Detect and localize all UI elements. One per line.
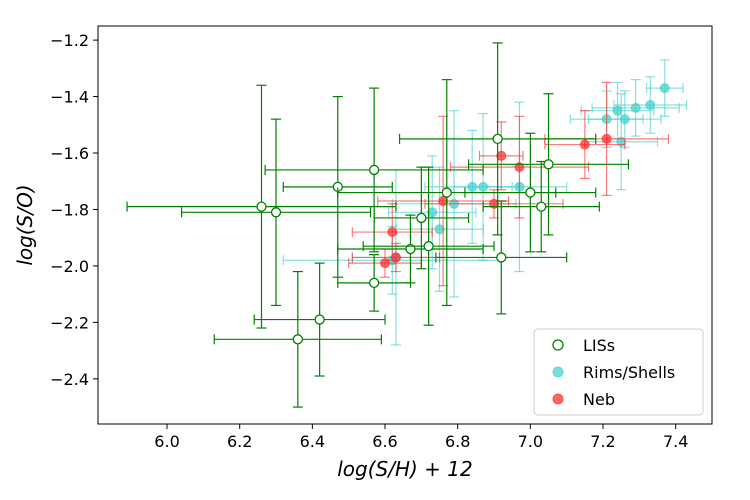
liss-point xyxy=(292,334,303,345)
legend-marker-neb xyxy=(552,393,564,405)
legend-marker-liss xyxy=(552,339,564,351)
rims-shells-point-group xyxy=(646,59,684,117)
neb-point-group xyxy=(351,242,441,273)
rims-shells-point xyxy=(434,224,445,235)
liss-point xyxy=(416,212,427,224)
liss-point-group xyxy=(464,132,597,253)
liss-point xyxy=(543,159,554,170)
liss-point-group xyxy=(213,270,382,408)
x-tick-label: 7.4 xyxy=(663,432,688,451)
plot-area xyxy=(126,42,688,408)
liss-point-group xyxy=(373,166,470,270)
liss-point-group xyxy=(435,200,568,315)
axes-ticks: 6.0 6.2 6.4 6.6 6.8 7.0 7.2 7.4 −2.4 −2.2 −2.0 −1.8… xyxy=(50,31,688,451)
liss-point xyxy=(256,201,267,212)
liss-point xyxy=(368,164,380,176)
x-tick-label: 7.2 xyxy=(590,432,615,451)
x-tick-label: 6.8 xyxy=(445,432,470,451)
neb-point xyxy=(387,227,398,238)
neb-point xyxy=(496,150,507,161)
y-tick-label: −2.4 xyxy=(50,370,89,389)
y-axis-label: log(S/O) xyxy=(13,184,37,265)
liss-point-group xyxy=(362,166,495,326)
legend-marker-rims-shells xyxy=(552,366,564,378)
x-tick-label: 6.4 xyxy=(300,432,325,451)
rims-shells-point-group xyxy=(587,90,662,148)
neb-point xyxy=(390,252,401,263)
neb-point xyxy=(579,139,590,150)
liss-point xyxy=(496,252,507,263)
liss-point-group xyxy=(467,93,630,236)
liss-point-group xyxy=(180,118,372,307)
y-tick-label: −2.0 xyxy=(50,257,89,276)
liss-point xyxy=(492,133,503,145)
liss-point-group xyxy=(482,160,600,253)
neb-point xyxy=(601,133,612,144)
liss-point-group xyxy=(253,262,386,377)
rims-shells-point xyxy=(427,207,438,218)
x-tick-label: 7.0 xyxy=(518,432,543,451)
liss-point xyxy=(423,241,434,252)
y-tick-label: −2.2 xyxy=(50,313,89,332)
x-tick-label: 6.6 xyxy=(372,432,397,451)
legend-label-liss: LISs xyxy=(583,336,615,355)
x-tick-label: 6.2 xyxy=(227,432,252,451)
legend-label-neb: Neb xyxy=(583,390,615,409)
legend-box xyxy=(533,328,704,416)
plot-frame xyxy=(97,25,713,425)
liss-point-group xyxy=(126,84,397,329)
legend: LISs Rims/Shells Neb xyxy=(533,328,704,416)
liss-point-group xyxy=(337,214,484,284)
series-liss xyxy=(126,42,630,408)
y-tick-label: −1.6 xyxy=(50,144,89,163)
x-axis-label: log(S/H) + 12 xyxy=(337,457,473,481)
neb-point-group xyxy=(478,121,524,191)
rims-shells-point-group xyxy=(613,76,688,134)
rims-shells-point xyxy=(659,83,670,94)
liss-point-group xyxy=(398,42,597,236)
liss-point xyxy=(314,314,325,325)
liss-point xyxy=(441,187,452,198)
neb-point xyxy=(380,258,391,269)
rims-shells-point xyxy=(619,114,630,125)
neb-point-group xyxy=(544,110,626,180)
liss-point xyxy=(536,201,547,212)
liss-point xyxy=(525,187,536,198)
rims-shells-point xyxy=(645,100,656,111)
rims-shells-point-group xyxy=(388,155,477,270)
y-tick-label: −1.4 xyxy=(50,88,89,107)
legend-label-rims-shells: Rims/Shells xyxy=(583,363,675,382)
liss-point xyxy=(270,207,282,218)
liss-point xyxy=(368,277,380,289)
x-tick-label: 6.0 xyxy=(154,432,179,451)
y-tick-label: −1.8 xyxy=(50,200,89,219)
y-tick-label: −1.2 xyxy=(50,31,89,50)
